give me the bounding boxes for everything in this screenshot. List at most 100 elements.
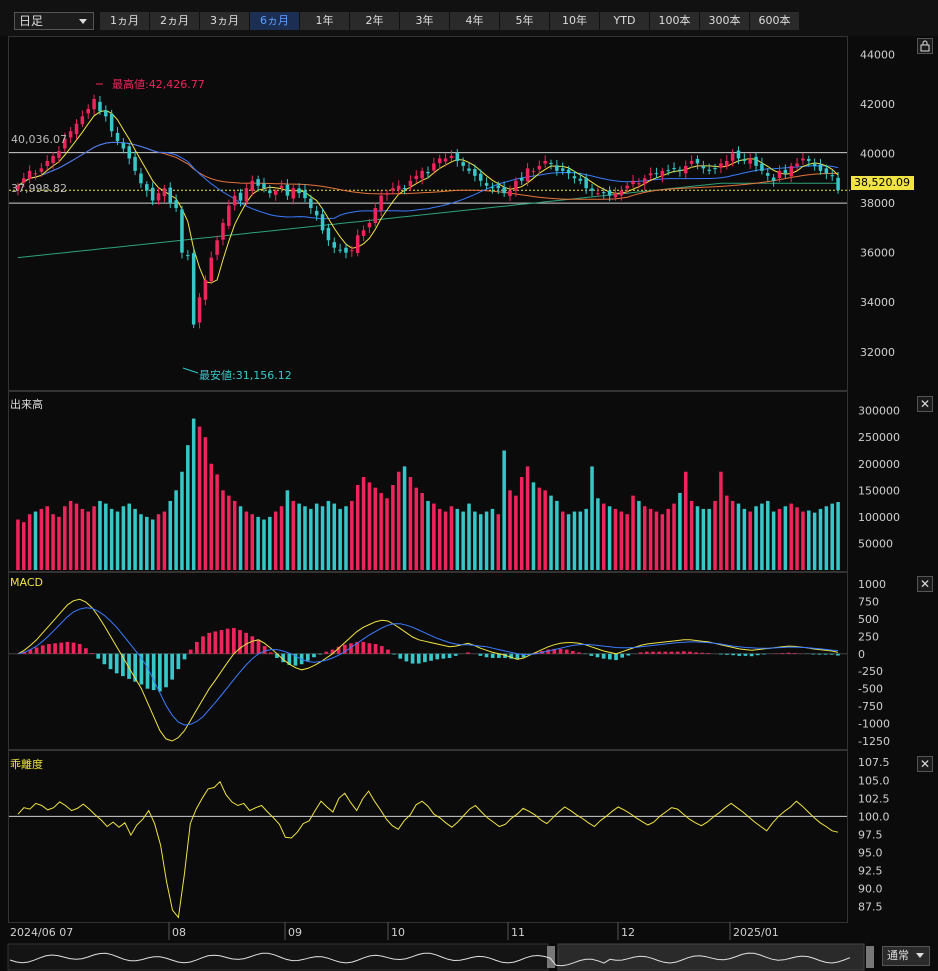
timeframe-select[interactable]: 日足 <box>14 12 94 30</box>
macd-histogram-bar <box>749 653 754 657</box>
range-button[interactable]: 3年 <box>400 12 450 30</box>
candle-body <box>326 227 331 241</box>
candle-body <box>631 180 635 185</box>
macd-histogram-bar <box>330 649 335 654</box>
kairi-panel[interactable] <box>8 750 848 923</box>
candle-body <box>484 183 489 186</box>
candle-body <box>39 168 44 172</box>
x-axis-label: 2025/01 <box>733 926 779 939</box>
range-button[interactable]: 5年 <box>500 12 550 30</box>
volume-bar <box>584 508 588 570</box>
macd-histogram-bar <box>688 651 692 654</box>
volume-bar <box>560 511 565 570</box>
macd-histogram-bar <box>811 653 816 655</box>
volume-axis-tick: 100000 <box>858 511 900 524</box>
macd-histogram-bar <box>275 653 279 658</box>
macd-histogram-bar <box>305 653 310 661</box>
candle-body <box>625 185 629 189</box>
candle-body <box>121 143 126 149</box>
candle-body <box>672 168 676 170</box>
volume-axis-tick: 250000 <box>858 431 900 444</box>
macd-histogram-bar <box>392 653 396 655</box>
macd-histogram-bar <box>755 653 760 656</box>
macd-histogram-bar <box>503 653 507 658</box>
macd-histogram-bar <box>312 653 316 658</box>
macd-histogram-bar <box>410 653 415 664</box>
range-button[interactable]: 1ヵ月 <box>100 12 150 30</box>
volume-bar <box>678 492 682 570</box>
volume-bar <box>754 506 758 570</box>
navigator-handle-right <box>866 946 874 968</box>
macd-histogram-bar <box>349 643 353 654</box>
x-axis-label: 2024/06 07 <box>10 926 73 939</box>
macd-histogram-bar <box>484 653 489 658</box>
range-button[interactable]: YTD <box>600 12 650 30</box>
macd-histogram-bar <box>620 653 625 658</box>
volume-bar <box>783 506 788 570</box>
volume-bar <box>22 522 26 570</box>
candle-body <box>795 163 799 167</box>
macd-histogram-bar <box>601 653 606 659</box>
macd-axis-tick: 500 <box>858 613 879 626</box>
x-axis-label: 12 <box>621 926 635 939</box>
volume-bar <box>150 519 155 570</box>
macd-histogram-bar <box>644 651 649 654</box>
volume-bar <box>572 511 577 570</box>
macd-axis-tick: 0 <box>858 648 865 661</box>
volume-bar <box>478 514 483 570</box>
kairi-axis-tick: 100.0 <box>858 810 890 823</box>
range-button[interactable]: 2ヵ月 <box>150 12 200 30</box>
volume-bar <box>736 503 741 570</box>
range-button[interactable]: 1年 <box>300 12 350 30</box>
volume-bar <box>355 485 360 570</box>
range-button[interactable]: 4年 <box>450 12 500 30</box>
macd-histogram-bar <box>509 653 514 659</box>
candle-body <box>133 156 137 171</box>
candle-body <box>344 247 348 253</box>
lock-icon-button[interactable] <box>917 38 933 54</box>
volume-bar <box>596 498 600 570</box>
volume-bar <box>642 506 647 570</box>
macd-axis-tick: -1000 <box>858 718 890 731</box>
macd-histogram-bar <box>552 648 557 654</box>
navigator-left-area <box>7 943 549 971</box>
mode-select[interactable]: 通常 <box>882 946 930 966</box>
candle-body <box>45 160 49 167</box>
volume-bar <box>314 503 319 570</box>
volume-bar <box>238 506 243 570</box>
candle-body <box>279 185 284 189</box>
candle-body <box>215 240 219 255</box>
volume-bar <box>39 508 44 570</box>
volume-bar <box>707 508 711 570</box>
macd-close-button[interactable]: ✕ <box>917 576 933 592</box>
volume-bar <box>285 490 290 570</box>
candle-body <box>174 200 178 209</box>
candle-body <box>725 160 729 167</box>
candle-body <box>473 169 477 176</box>
range-button[interactable]: 6ヵ月 <box>250 12 300 30</box>
volume-bar <box>168 500 172 570</box>
range-button[interactable]: 300本 <box>700 12 750 30</box>
range-button[interactable]: 600本 <box>750 12 800 30</box>
volume-bar <box>227 495 231 570</box>
kairi-close-button[interactable]: ✕ <box>917 756 933 772</box>
range-button[interactable]: 10年 <box>550 12 600 30</box>
candle-body <box>566 169 571 174</box>
macd-histogram-bar <box>244 632 249 654</box>
macd-histogram-bar <box>836 653 840 656</box>
candle-body <box>519 177 524 181</box>
candle-body <box>730 153 735 161</box>
candle-body <box>33 173 38 175</box>
volume-close-button[interactable]: ✕ <box>917 396 933 412</box>
macd-histogram-bar <box>675 651 680 654</box>
candle-body <box>350 250 354 252</box>
range-button[interactable]: 3ヵ月 <box>200 12 250 30</box>
range-button[interactable]: 2年 <box>350 12 400 30</box>
macd-histogram-bar <box>225 628 230 654</box>
candle-body <box>502 187 506 194</box>
range-button[interactable]: 100本 <box>650 12 700 30</box>
price-panel[interactable] <box>8 36 848 391</box>
candle-body <box>807 158 811 161</box>
volume-bar <box>666 508 670 570</box>
candle-body <box>402 188 407 190</box>
